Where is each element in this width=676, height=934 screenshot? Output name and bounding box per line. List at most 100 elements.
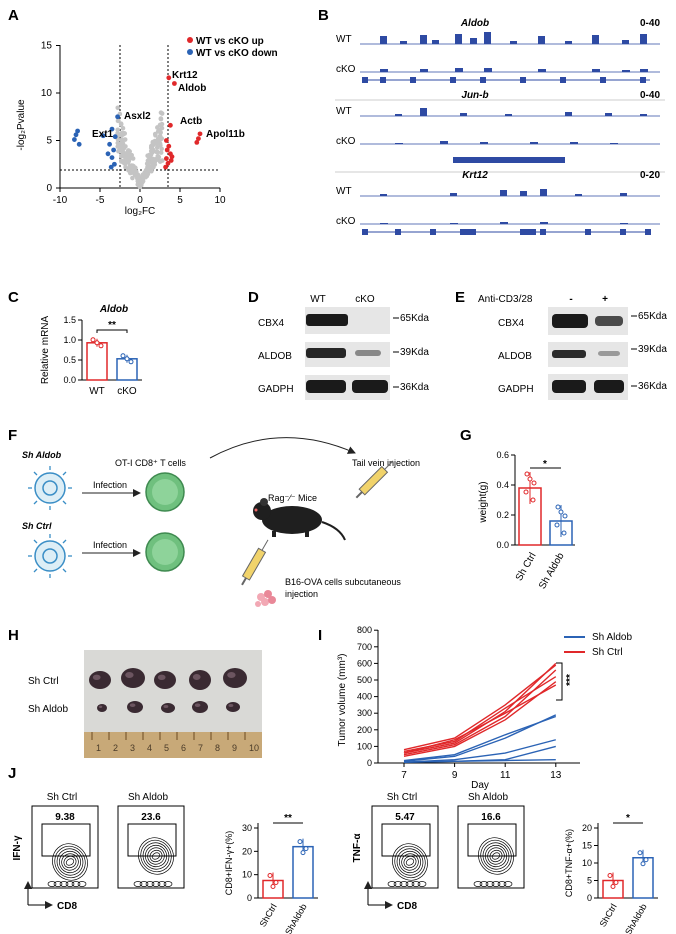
flow-title: Sh Ctrl (387, 792, 418, 803)
blot-e-gadph: GADPH (498, 384, 534, 395)
blot-e-lane-minus: - (569, 294, 572, 305)
track-peak (538, 69, 546, 72)
tumor (223, 668, 247, 688)
volcano-point (119, 132, 125, 138)
track-peak (592, 69, 600, 72)
blot-e-cbx4: CBX4 (498, 318, 525, 329)
panel-i-xtick: 9 (452, 770, 458, 781)
photo-row-ctrl: Sh Ctrl (28, 676, 59, 687)
panel-e-blot: Anti-CD3/28 - + CBX4 ALDOB GADPH 65Kda 3… (478, 294, 667, 400)
tumor (97, 704, 107, 712)
volcano-ytick: 15 (41, 41, 53, 52)
panel-i-ytick: 100 (357, 741, 372, 751)
flow-bar-ytick: 0 (587, 893, 592, 903)
blot-e-aldob: ALDOB (498, 351, 532, 362)
flow-bar-ylabel: CD8+IFN-γ+(%) (224, 831, 234, 896)
volcano-point (157, 122, 163, 128)
legend-sh-aldob: Sh Aldob (592, 632, 632, 643)
volcano-point (146, 166, 151, 172)
gene-label-apol11b: Apol11b (206, 129, 245, 140)
track-peak (640, 114, 647, 116)
growth-curve (403, 758, 556, 763)
volcano-point-down (73, 132, 79, 138)
volcano-point-up (164, 138, 169, 143)
flow-bar-ytick: 20 (582, 823, 592, 833)
volcano-point (159, 146, 164, 152)
track-peak (440, 141, 448, 144)
track-peak (592, 35, 599, 44)
track-peak (565, 112, 572, 116)
panel-g-ylabel: weight(g) (478, 481, 489, 523)
tumor (192, 701, 208, 713)
flow-plot (117, 805, 185, 889)
ruler-number: 10 (249, 743, 259, 753)
volcano-point (122, 155, 128, 160)
panel-g-ytick: 0.2 (496, 510, 509, 520)
track-gene-name: Jun-b (461, 90, 488, 101)
tumor (226, 702, 240, 712)
volcano-point-down (112, 134, 118, 140)
volcano-point-down (109, 126, 115, 132)
panel-i-xtick: 13 (550, 770, 562, 781)
syringe-icon (241, 539, 269, 586)
syringe-icon (355, 460, 394, 499)
panel-label-f: F (8, 427, 17, 444)
growth-curve (403, 681, 557, 758)
volcano-point (158, 150, 164, 155)
volcano-xtick: 5 (177, 195, 183, 206)
ruler-number: 9 (232, 743, 237, 753)
volcano-plot: 0 5 10 15 -10 -5 0 5 10 -log₂Pvalue log₂FC WT v… (16, 36, 278, 217)
panel-i-xlabel: Day (471, 780, 489, 791)
volcano-point (131, 167, 136, 172)
gene-model-exon (640, 77, 646, 83)
volcano-point-down (109, 155, 115, 161)
blot-d-size-36: 36Kda (400, 382, 429, 393)
gene-model-exon (460, 229, 476, 235)
volcano-point (122, 137, 128, 142)
track-peak (505, 114, 512, 116)
gene-model-exon (560, 77, 566, 83)
growth-curve (403, 739, 556, 763)
track-peak (380, 194, 387, 196)
volcano-point (115, 127, 121, 133)
gene-model-exon (410, 77, 416, 83)
tumor-cells-icon (255, 590, 276, 607)
volcano-point (121, 150, 127, 156)
gene-label-actb: Actb (180, 116, 202, 127)
track-peak (395, 114, 402, 116)
blot-e-size-36: 36Kda (638, 381, 667, 392)
panel-f-schematic: Sh Aldob Sh Ctrl Infection Inf (22, 437, 420, 607)
volcano-point (137, 181, 143, 187)
volcano-point-up (165, 160, 171, 166)
ruler-number: 4 (147, 743, 152, 753)
gene-model-exon (380, 77, 386, 83)
blot-e-lane-plus: + (602, 294, 608, 305)
gene-model-exon (620, 229, 626, 235)
schematic-ot-cells: OT-I CD8⁺ T cells (115, 458, 186, 468)
growth-curve (403, 669, 557, 756)
flow-bar-ylabel: CD8+TNF-α+(%) (564, 829, 574, 897)
tumor-photo: 1 2 3 4 5 6 7 8 9 10 Sh Ctrl Sh Aldob (28, 650, 262, 758)
flow-xaxis-cd8: CD8 (397, 901, 417, 912)
track-row-cko: cKO (336, 64, 356, 75)
legend-down: WT vs cKO down (196, 48, 278, 59)
volcano-point-down (72, 137, 77, 142)
tumor (189, 670, 211, 690)
flow-bar-ytick: 15 (582, 841, 592, 851)
panel-g-ytick: 0.0 (496, 540, 509, 550)
volcano-point (159, 111, 165, 116)
panel-i-ytick: 700 (357, 642, 372, 652)
panel-d-blot: WT cKO CBX4 ALDOB GADPH 65Kda 39Kda 36Kd… (258, 294, 429, 400)
panel-label-e: E (455, 289, 465, 306)
volcano-point (128, 155, 133, 161)
gene-model-exon (480, 77, 486, 83)
flow-bar-ytick: 30 (242, 823, 252, 833)
track-peak (450, 193, 457, 196)
blot-d-cbx4: CBX4 (258, 318, 285, 329)
volcano-point (125, 150, 131, 156)
volcano-point-down (111, 147, 116, 153)
legend-up-dot (187, 37, 193, 43)
gene-model-exon (395, 229, 401, 235)
flow-bar-ytick: 10 (242, 870, 252, 880)
volcano-point (123, 144, 128, 149)
